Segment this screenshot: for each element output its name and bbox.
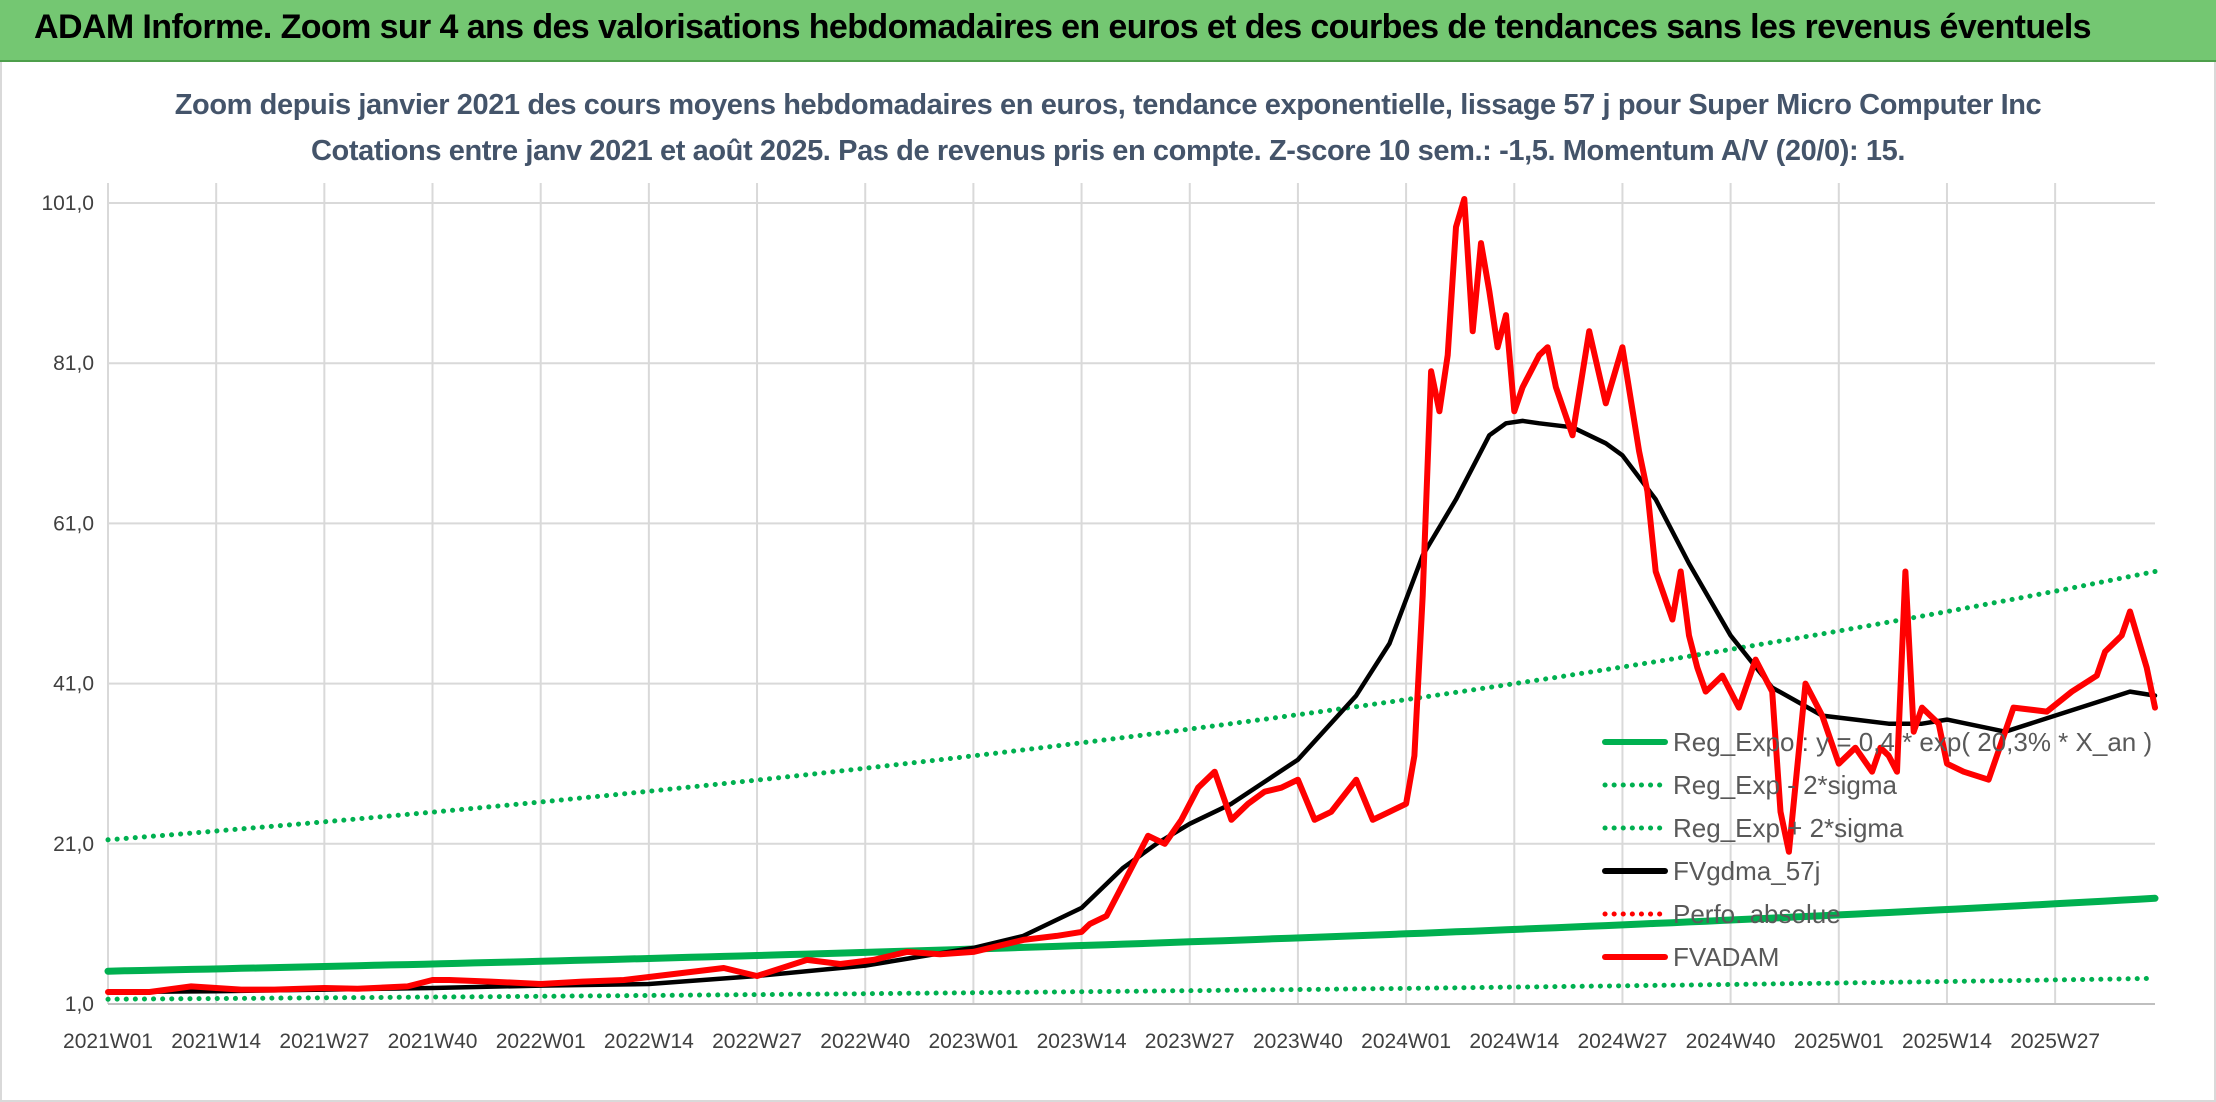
x-tick-label: 2024W14 xyxy=(1469,1030,1559,1053)
x-tick-label: 2023W40 xyxy=(1253,1030,1343,1053)
x-tick-label: 2025W01 xyxy=(1794,1030,1884,1053)
x-tick-label: 2021W27 xyxy=(279,1030,369,1053)
legend-entry: Perfo. absolue xyxy=(1673,899,1841,929)
y-tick-label: 21,0 xyxy=(53,833,94,856)
y-tick-label: 81,0 xyxy=(53,352,94,375)
x-tick-label: 2022W14 xyxy=(604,1030,694,1053)
x-tick-label: 2022W40 xyxy=(820,1030,910,1053)
series-line-4 xyxy=(105,418,2158,995)
chart-title: Zoom depuis janvier 2021 des cours moyen… xyxy=(174,89,2042,121)
legend-entry: Reg_Expo : y = 0,4 * exp( 20,3% * X_an ) xyxy=(1673,727,2152,757)
x-tick-label: 2025W27 xyxy=(2010,1030,2100,1053)
x-tick-label: 2022W01 xyxy=(496,1030,586,1053)
header-banner: ADAM Informe. Zoom sur 4 ans des valoris… xyxy=(0,0,2216,62)
x-tick-label: 2024W40 xyxy=(1686,1030,1776,1053)
series-line-3 xyxy=(105,569,2158,843)
chart-subtitle: Cotations entre janv 2021 et août 2025. … xyxy=(310,135,1906,167)
x-tick-label: 2023W14 xyxy=(1037,1030,1127,1053)
series-line-1 xyxy=(104,894,2159,975)
legend-entry: FVgdma_57j xyxy=(1673,856,1820,886)
legend-entry: FVADAM xyxy=(1673,942,1779,972)
x-tick-label: 2021W14 xyxy=(171,1030,261,1053)
x-tick-label: 2023W01 xyxy=(928,1030,1018,1053)
y-tick-label: 41,0 xyxy=(53,673,94,696)
legend-entry: Reg_Exp + 2*sigma xyxy=(1673,813,1904,843)
y-tick-label: 61,0 xyxy=(53,512,94,535)
page-title: ADAM Informe. Zoom sur 4 ans des valoris… xyxy=(34,8,2092,46)
x-tick-label: 2022W27 xyxy=(712,1030,802,1053)
x-tick-label: 2024W27 xyxy=(1577,1030,1667,1053)
x-tick-label: 2024W01 xyxy=(1361,1030,1451,1053)
x-tick-label: 2021W40 xyxy=(388,1030,478,1053)
y-tick-label: 101,0 xyxy=(41,192,94,215)
x-tick-label: 2023W27 xyxy=(1145,1030,1235,1053)
x-tick-label: 2025W14 xyxy=(1902,1030,1992,1053)
legend-entry: Reg_Exp - 2*sigma xyxy=(1673,770,1898,800)
series-line-6 xyxy=(105,196,2158,995)
y-tick-label: 1,0 xyxy=(65,993,94,1016)
x-tick-label: 2021W01 xyxy=(63,1030,153,1053)
